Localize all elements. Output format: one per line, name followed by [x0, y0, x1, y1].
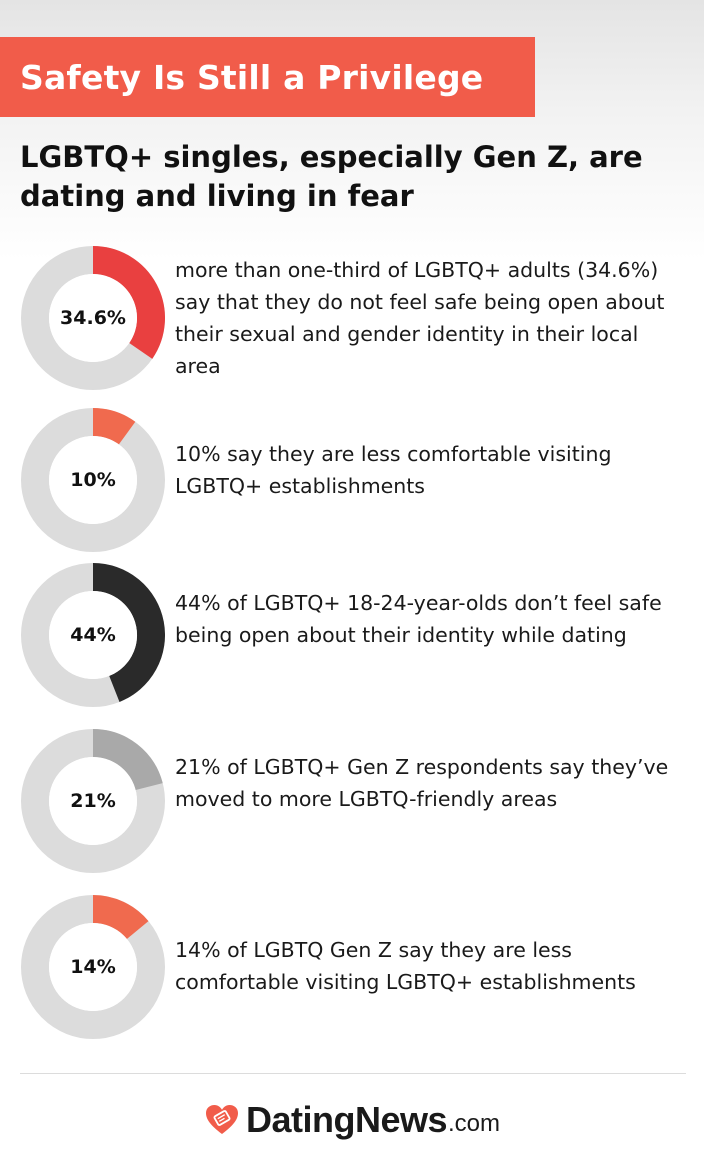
donut-arc-1 — [92, 246, 165, 359]
donut-arc-5 — [92, 895, 149, 940]
donut-chart-1: 34.6% — [21, 246, 165, 390]
donut-value-label-1: 34.6% — [60, 307, 126, 329]
donut-chart-2: 10% — [21, 408, 165, 552]
donut-value-label-3: 44% — [70, 624, 116, 646]
brand-name: DatingNews — [245, 1099, 448, 1140]
donut-hole-1 — [49, 274, 137, 362]
donut-value-label-2: 10% — [70, 469, 116, 491]
stat-item-4: 21% 21% of LGBTQ+ Gen Z respondents say … — [0, 729, 704, 879]
stat-description-1: more than one-third of LGBTQ+ adults (34… — [175, 258, 665, 378]
stat-description-2: 10% say they are less comfortable visiti… — [175, 442, 612, 498]
donut-chart-5: 14% — [21, 895, 165, 1039]
donut-chart-3: 44% — [21, 563, 165, 707]
donut-hole-3 — [49, 591, 137, 679]
donut-hole-2 — [49, 436, 137, 524]
brand-tld: .com — [448, 1110, 501, 1137]
donut-value-label-4: 21% — [70, 790, 116, 812]
heart-logo-icon — [205, 1105, 238, 1134]
donut-arc-2 — [92, 408, 136, 445]
stat-item-5: 14% 14% of LGBTQ Gen Z say they are less… — [0, 895, 704, 1045]
stat-description-5: 14% of LGBTQ Gen Z say they are less com… — [175, 938, 636, 994]
footer-divider — [20, 1073, 686, 1074]
brand-footer: DatingNews .com — [0, 1090, 704, 1150]
stat-description-4: 21% of LGBTQ+ Gen Z respondents say they… — [175, 755, 669, 811]
stat-description-3: 44% of LGBTQ+ 18-24-year-olds don’t feel… — [175, 591, 662, 647]
stat-item-1: 34.6% more than one-third of LGBTQ+ adul… — [0, 246, 704, 396]
donut-value-label-5: 14% — [70, 956, 116, 978]
donut-arc-4 — [92, 729, 163, 791]
stat-item-3: 44% 44% of LGBTQ+ 18-24-year-olds don’t … — [0, 563, 704, 713]
donut-hole-5 — [49, 923, 137, 1011]
title-banner: Safety Is Still a Privilege — [0, 37, 535, 117]
donut-hole-4 — [49, 757, 137, 845]
donut-arc-3 — [92, 563, 165, 702]
subtitle: LGBTQ+ singles, especially Gen Z, are da… — [20, 140, 643, 213]
donut-chart-4: 21% — [21, 729, 165, 873]
banner-title: Safety Is Still a Privilege — [20, 57, 484, 97]
stat-item-2: 10% 10% say they are less comfortable vi… — [0, 408, 704, 558]
